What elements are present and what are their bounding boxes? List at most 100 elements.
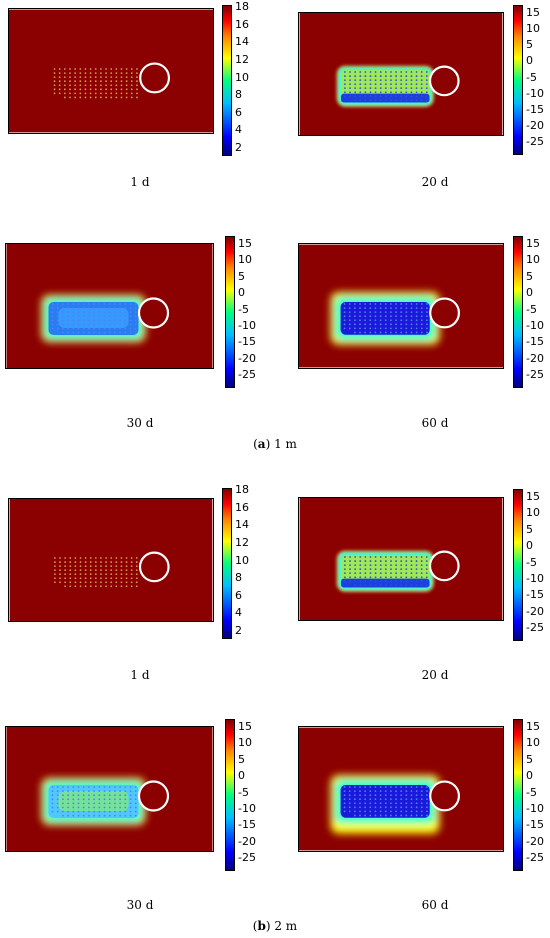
colorbar-tick-label: -15 [526,102,544,116]
colorbar-tick-label: 15 [238,720,252,733]
colorbar-tick-label: -5 [526,302,537,316]
temperature-field-map [298,726,504,852]
time-caption: 30 d [126,416,154,430]
colorbar-tick-label: 14 [235,518,249,532]
colorbar-tick-label: -10 [526,86,544,100]
subfigure-label: (b) 2 m [252,919,298,933]
subfigure-label: (a) 1 m [253,437,297,451]
colorbar [225,236,235,388]
colorbar-tick-label: -15 [526,588,544,602]
colorbar-tick-label: 4 [235,606,242,620]
colorbar-tick-label: 0 [238,286,245,300]
colorbar-tick-label: -5 [238,302,249,316]
colorbar-tick-label: 5 [526,269,533,283]
colorbar-tick-label: -10 [526,801,544,815]
colorbar-tick-label: -15 [238,335,256,349]
temperature-field-map [298,497,504,621]
time-caption: 1 d [130,668,150,682]
colorbar-tick-label: -20 [526,351,544,365]
colorbar-tick-label: 18 [235,0,249,13]
colorbar-tick-label: 0 [526,54,533,68]
colorbar-tick-label: -10 [526,571,544,585]
colorbar-tick-label: 15 [526,237,540,250]
colorbar [225,719,235,871]
colorbar-tick-label: -10 [526,318,544,332]
colorbar-tick-label: 14 [235,35,249,49]
colorbar-tick-label: 10 [235,70,249,84]
colorbar-tick-label: 10 [526,253,540,267]
colorbar-tick-label: 5 [526,522,533,536]
colorbar-tick-label: 18 [235,483,249,496]
time-caption: 20 d [421,668,449,682]
colorbar-tick-label: -5 [526,70,537,84]
colorbar-tick-label: -25 [526,135,544,148]
colorbar-tick-label: -25 [238,851,256,864]
colorbar-tick-label: -10 [238,318,256,332]
colorbar-tick-label: 10 [526,22,540,36]
colorbar-tick-label: -20 [238,834,256,848]
colorbar-tick-label: 15 [526,720,540,733]
colorbar-tick-label: -5 [238,785,249,799]
colorbar [513,5,523,155]
colorbar-tick-label: 10 [238,253,252,267]
temperature-field-map [8,498,214,622]
colorbar-tick-label: -5 [526,785,537,799]
colorbar-tick-label: 6 [235,588,242,602]
colorbar-tick-label: 10 [238,736,252,750]
colorbar-tick-label: -15 [526,335,544,349]
colorbar-tick-label: 16 [235,500,249,514]
colorbar-tick-label: 0 [526,286,533,300]
colorbar-tick-label: 10 [526,506,540,520]
colorbar-tick-label: 8 [235,571,242,585]
colorbar-tick-label: 5 [238,752,245,766]
temperature-field-map [8,8,214,134]
colorbar-tick-label: -15 [526,818,544,832]
colorbar-tick-label: -20 [526,118,544,132]
colorbar [513,236,523,388]
colorbar-tick-label: 12 [235,52,249,66]
colorbar-tick-label: 12 [235,535,249,549]
colorbar-tick-label: 15 [238,237,252,250]
colorbar-tick-label: 6 [235,105,242,119]
colorbar-tick-label: -20 [526,834,544,848]
colorbar-tick-label: 2 [235,624,242,637]
colorbar-tick-label: -15 [238,818,256,832]
subfigure-depth: 1 m [270,437,297,451]
temperature-field-map [5,726,214,852]
colorbar-tick-label: -25 [526,621,544,634]
colorbar-tick-label: 8 [235,88,242,102]
colorbar-tick-label: 0 [526,769,533,783]
time-caption: 20 d [421,175,449,189]
colorbar-tick-label: 10 [526,736,540,750]
colorbar-tick-label: 15 [526,6,540,19]
subfigure-letter: b [257,919,266,933]
temperature-field-map [5,243,214,369]
colorbar-tick-label: 5 [526,38,533,52]
colorbar-tick-label: 5 [238,269,245,283]
time-caption: 30 d [126,898,154,912]
colorbar-tick-label: -25 [526,368,544,381]
colorbar-tick-label: -25 [526,851,544,864]
colorbar-tick-label: 2 [235,141,242,154]
time-caption: 1 d [130,175,150,189]
colorbar-tick-label: 16 [235,17,249,31]
colorbar-tick-label: 0 [238,769,245,783]
temperature-field-map [298,243,504,369]
colorbar-tick-label: 4 [235,123,242,137]
colorbar-tick-label: 15 [526,490,540,503]
colorbar-tick-label: 0 [526,539,533,553]
colorbar [222,488,232,639]
colorbar-tick-label: -5 [526,555,537,569]
temperature-field-map [298,12,504,136]
colorbar-tick-label: 10 [235,553,249,567]
colorbar [513,489,523,641]
time-caption: 60 d [421,416,449,430]
subfigure-letter: a [257,437,266,451]
time-caption: 60 d [421,898,449,912]
colorbar-tick-label: -10 [238,801,256,815]
colorbar-tick-label: -20 [238,351,256,365]
colorbar-tick-label: -25 [238,368,256,381]
colorbar [513,719,523,871]
colorbar [222,5,232,156]
colorbar-tick-label: 5 [526,752,533,766]
